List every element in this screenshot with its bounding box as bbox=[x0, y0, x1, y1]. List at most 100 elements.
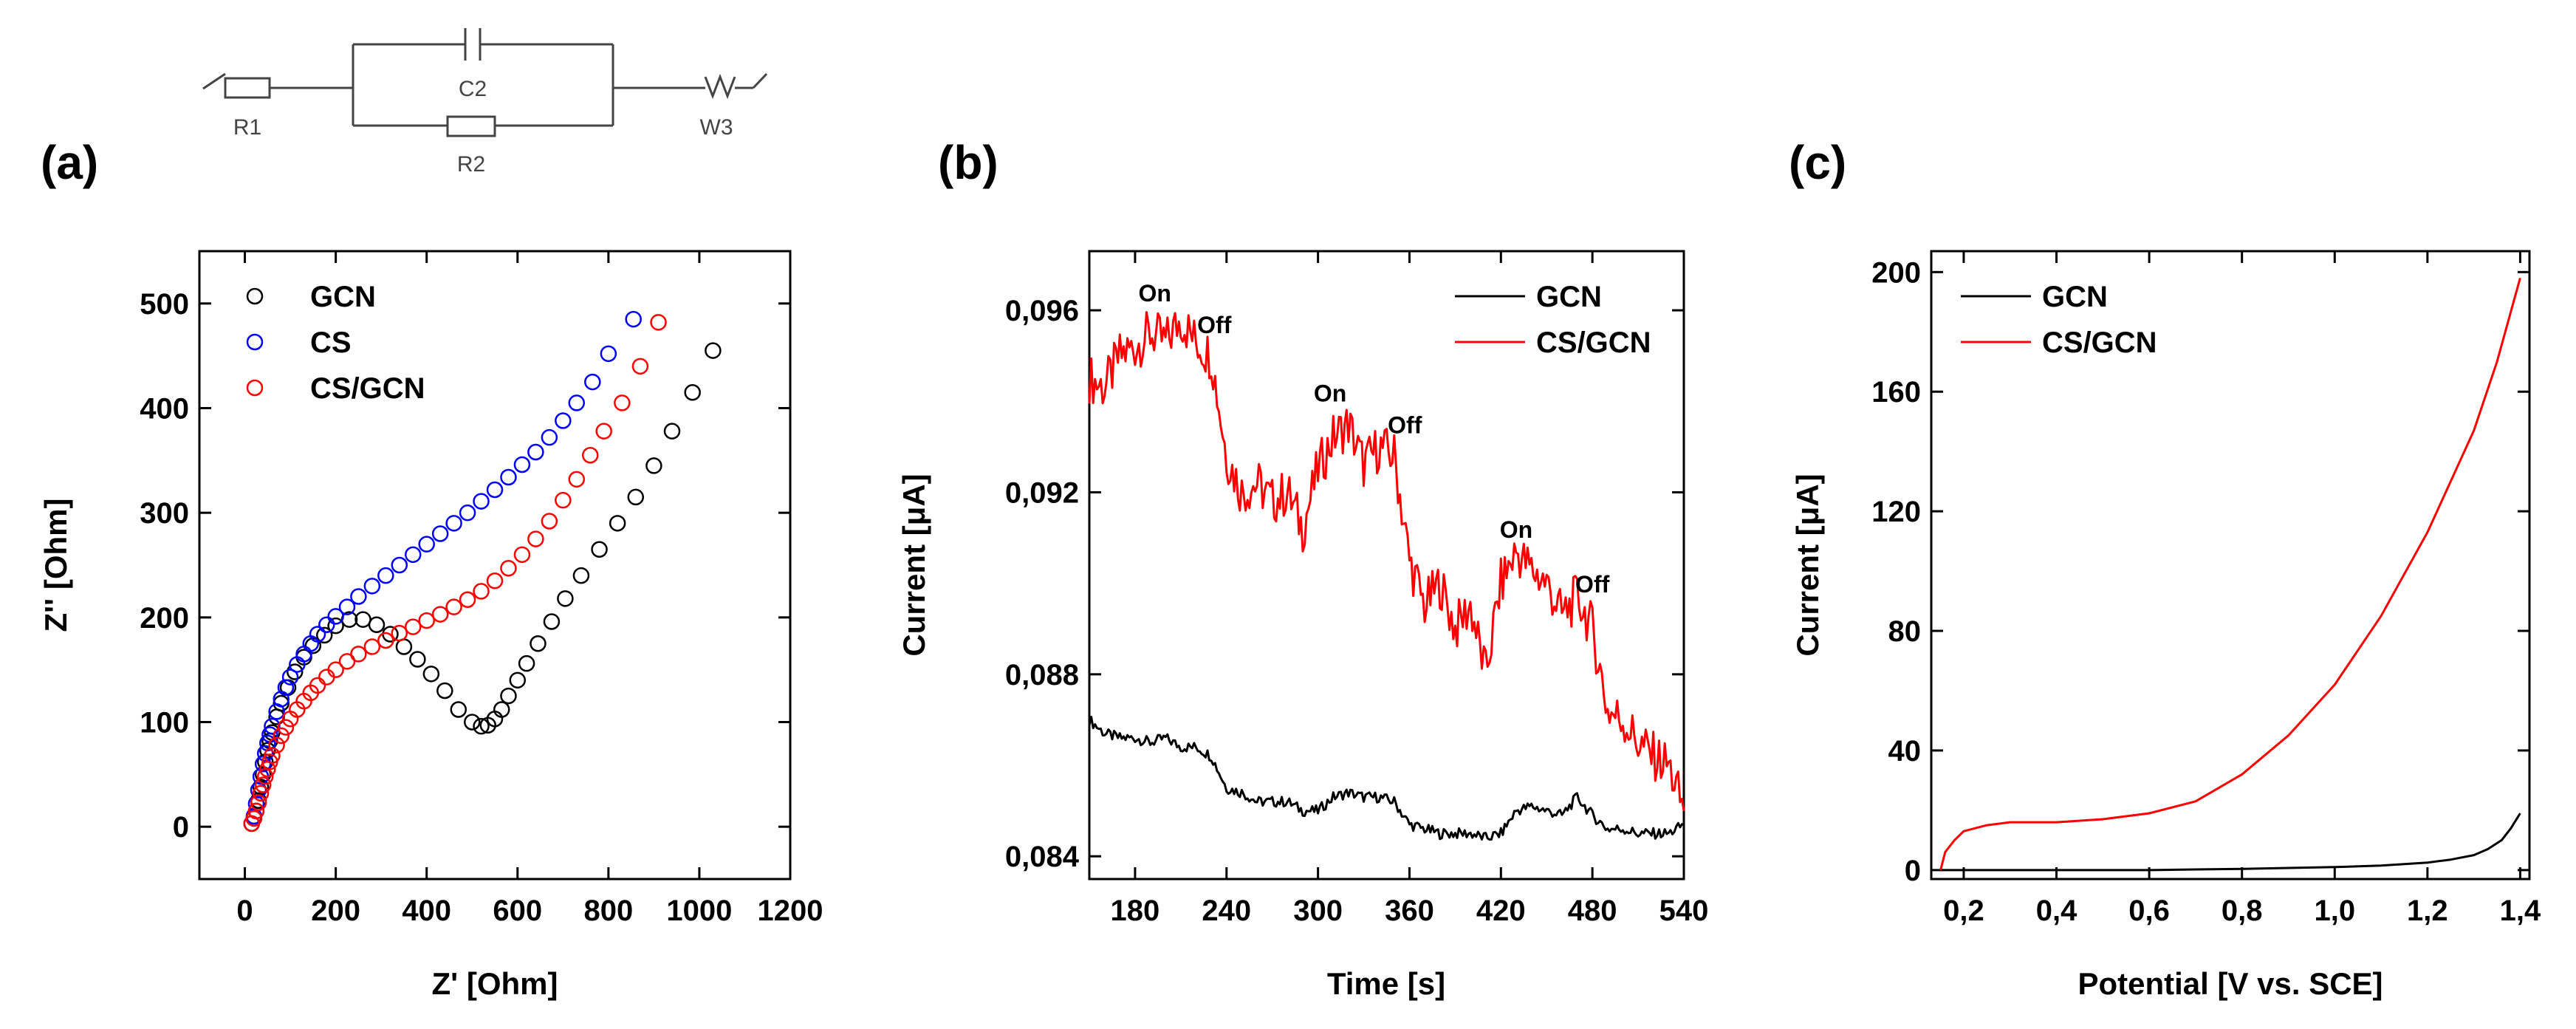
chart-a-xtick-label: 800 bbox=[583, 895, 633, 927]
panel-a-label: (a) bbox=[41, 136, 98, 189]
chart-a-point-cs-gcn bbox=[614, 394, 631, 411]
chart-a-point-gcn bbox=[684, 384, 701, 401]
chart-a-point-cs bbox=[377, 567, 394, 584]
chart-b-ytick-label: 0,096 bbox=[1005, 295, 1079, 327]
chart-a-point-gcn bbox=[473, 717, 490, 735]
chart-b-ytick-label: 0,092 bbox=[1005, 476, 1079, 509]
chart-c-ytick-label: 160 bbox=[1871, 376, 1921, 408]
chart-a-point-cs-gcn bbox=[254, 776, 272, 793]
chart-a-point-gcn bbox=[409, 651, 426, 668]
chart-c-ytick-label: 40 bbox=[1888, 735, 1922, 768]
chart-a-point-gcn bbox=[436, 682, 453, 700]
chart-c-xtick-label: 0,2 bbox=[1943, 895, 1984, 927]
chart-b-legend-label-gcn: GCN bbox=[1536, 281, 1602, 313]
chart-a-point-cs bbox=[486, 481, 504, 499]
chart-a-point-gcn bbox=[518, 654, 535, 672]
chart-a-point-cs-gcn bbox=[404, 618, 422, 635]
circuit-label-r2: R2 bbox=[457, 152, 485, 177]
chart-c-ytick-label: 80 bbox=[1888, 615, 1922, 648]
chart-a-point-cs bbox=[254, 755, 272, 773]
chart-a-point-cs-gcn bbox=[273, 727, 290, 745]
chart-a-point-gcn bbox=[315, 626, 333, 644]
chart-a-point-cs bbox=[318, 616, 335, 633]
chart-b-ytick-label: 0,088 bbox=[1005, 659, 1079, 691]
chart-c-xtick-label: 0,4 bbox=[2036, 895, 2077, 927]
chart-c-xtick-label: 1,4 bbox=[2500, 895, 2541, 927]
chart-a-point-gcn bbox=[395, 638, 413, 655]
chart-a-point-cs bbox=[363, 578, 381, 595]
equivalent-circuit bbox=[202, 28, 768, 137]
chart-b-ylabel: Current [μA] bbox=[897, 474, 931, 656]
chart-a-point-gcn bbox=[705, 342, 722, 359]
chart-a-point-gcn bbox=[591, 541, 608, 558]
chart-a-point-cs bbox=[391, 556, 408, 574]
chart-b-xtick-label: 480 bbox=[1568, 895, 1617, 927]
chart-a-point-cs bbox=[273, 691, 290, 708]
chart-c-legend-label-gcn: GCN bbox=[2042, 281, 2108, 313]
chart-c-ylabel: Current [μA] bbox=[1790, 474, 1825, 656]
chart-a-point-gcn bbox=[645, 457, 662, 474]
chart-a-point-cs bbox=[327, 608, 344, 625]
chart-c-ytick-label: 120 bbox=[1871, 496, 1921, 528]
chart-a-point-cs bbox=[350, 588, 367, 605]
panel-c-label: (c) bbox=[1789, 136, 1846, 189]
chart-a-point-cs bbox=[277, 679, 295, 696]
chart-a-point-cs-gcn bbox=[473, 583, 490, 600]
chart-a-point-cs-gcn bbox=[391, 624, 408, 642]
chart-a-legend-label-cs: CS bbox=[310, 327, 352, 359]
chart-a-point-cs-gcn bbox=[245, 810, 263, 827]
chart-a-xlabel: Z' [Ohm] bbox=[432, 966, 558, 1001]
resistor-r1-icon bbox=[224, 77, 271, 99]
chart-a-point-gcn bbox=[530, 635, 547, 652]
chart-a-point-gcn bbox=[450, 701, 467, 718]
chart-a-point-gcn bbox=[557, 590, 574, 607]
chart-b-xtick-label: 540 bbox=[1659, 895, 1709, 927]
chart-b-xtick-label: 180 bbox=[1111, 895, 1160, 927]
chart-a-ytick-label: 200 bbox=[140, 602, 189, 635]
chart-a-legend-marker-cs bbox=[246, 333, 264, 351]
chart-c-line-cs-gcn bbox=[1939, 277, 2521, 871]
chart-b-annotation-off: Off bbox=[1388, 411, 1422, 438]
chart-b-ytick-label: 0,084 bbox=[1005, 841, 1080, 873]
chart-a-point-cs-gcn bbox=[252, 784, 270, 802]
chart-c-xtick-label: 1,0 bbox=[2314, 895, 2355, 927]
chart-a-point-cs bbox=[445, 515, 462, 532]
chart-a-point-cs bbox=[431, 525, 449, 542]
chart-c-xtick-label: 0,6 bbox=[2128, 895, 2170, 927]
chart-c-legend-label-cs-gcn: CS/GCN bbox=[2042, 327, 2157, 359]
chart-a-point-gcn bbox=[609, 515, 626, 532]
chart-c-xlabel: Potential [V vs. SCE] bbox=[2077, 966, 2383, 1001]
chart-a-ytick-label: 300 bbox=[140, 497, 189, 530]
chart-a-ytick-label: 500 bbox=[140, 288, 189, 321]
chart-a-point-gcn bbox=[500, 687, 517, 705]
chart-c-frame bbox=[1930, 250, 2531, 881]
chart-a-point-cs bbox=[541, 428, 558, 446]
circuit-label-r1: R1 bbox=[233, 115, 261, 140]
chart-a-point-gcn bbox=[627, 488, 645, 506]
chart-a-point-gcn bbox=[493, 701, 510, 718]
chart-a-point-cs-gcn bbox=[350, 646, 367, 663]
chart-b-legend-label-cs-gcn: CS/GCN bbox=[1536, 327, 1651, 359]
chart-a-point-cs-gcn bbox=[338, 653, 356, 670]
chart-a-legend-label-gcn: GCN bbox=[310, 281, 376, 313]
chart-a-point-cs-gcn bbox=[247, 802, 265, 820]
chart-a-xtick-label: 400 bbox=[402, 895, 451, 927]
circuit-label-c2: C2 bbox=[459, 77, 487, 101]
chart-a-point-cs bbox=[459, 504, 476, 522]
chart-c-xtick-label: 1,2 bbox=[2407, 895, 2448, 927]
chart-a-legend-marker-cs-gcn bbox=[246, 379, 264, 397]
chart-a-ytick-label: 0 bbox=[173, 811, 189, 844]
chart-a-point-cs bbox=[584, 373, 601, 391]
chart-a-point-cs-gcn bbox=[650, 314, 667, 331]
chart-a-point-cs-gcn bbox=[581, 447, 599, 464]
chart-a-ytick-label: 100 bbox=[140, 707, 189, 739]
chart-b: 180 240 300 360 420 480 540 0,084 0,088 0,092 0,09… bbox=[897, 250, 1709, 1001]
chart-a-point-cs-gcn bbox=[568, 471, 586, 488]
chart-b-annotation-on: On bbox=[1139, 280, 1171, 307]
chart-a-point-cs-gcn bbox=[555, 491, 572, 509]
chart-a-point-cs bbox=[264, 717, 281, 735]
warburg-w3-icon bbox=[704, 73, 736, 100]
chart-a-ytick-label: 400 bbox=[140, 393, 189, 425]
chart-a-ylabel: Z'' [Ohm] bbox=[38, 499, 73, 632]
chart-a-point-cs bbox=[418, 536, 435, 553]
